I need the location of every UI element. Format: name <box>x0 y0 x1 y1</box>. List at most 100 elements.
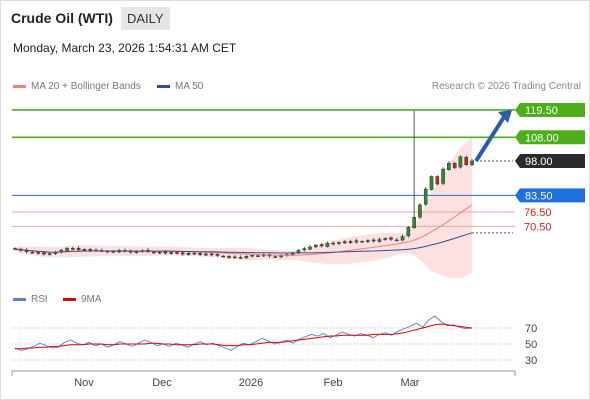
candle-down <box>227 256 231 258</box>
candle <box>348 239 353 244</box>
candle-up <box>441 168 445 184</box>
candle-up <box>157 251 162 254</box>
candle-up <box>447 162 451 170</box>
level-label-text: 108.00 <box>525 132 559 144</box>
x-tick-label-2026: 2026 <box>239 377 263 389</box>
candle-up <box>47 253 52 255</box>
level-label-76.50: 76.50 <box>524 207 552 219</box>
candle-up <box>423 188 428 205</box>
rsi-tick-label-50: 50 <box>525 339 537 351</box>
x-tick-label-Nov: Nov <box>74 377 94 389</box>
candle <box>273 255 278 258</box>
candle-up <box>429 176 434 190</box>
timestamp: Monday, March 23, 2026 1:54:31 AM CET <box>13 41 237 55</box>
candle <box>244 255 249 260</box>
candle-up <box>204 253 208 256</box>
candle-up <box>406 227 411 237</box>
level-label-108.00: 108.00 <box>515 130 585 145</box>
level-label-70.50: 70.50 <box>524 221 552 233</box>
candle-down <box>42 252 46 255</box>
candle <box>302 246 307 252</box>
candle-up <box>354 240 359 243</box>
candle <box>233 255 237 259</box>
candle-down <box>71 248 75 250</box>
instrument-title: Crude Oil (WTI) <box>11 10 113 26</box>
candle-up <box>134 251 139 253</box>
x-tick-label-Dec: Dec <box>152 377 172 389</box>
candle-down <box>180 252 185 255</box>
candle-down <box>331 242 335 245</box>
candle <box>36 251 40 255</box>
candle-down <box>209 253 214 256</box>
legend-bollinger: MA 20 + Bollinger Bands <box>13 81 141 92</box>
candle-up <box>296 250 301 253</box>
candle <box>204 252 208 257</box>
candle <box>238 255 243 259</box>
candle <box>360 240 364 243</box>
bollinger-band-fill <box>15 136 472 278</box>
level-label-83.50: 83.50 <box>515 188 585 203</box>
candle-up <box>325 242 330 247</box>
forecast-arrow <box>474 109 512 163</box>
candle <box>452 162 457 169</box>
rsi-tick-label-70: 70 <box>525 323 537 335</box>
candle <box>175 251 179 255</box>
candle <box>186 251 191 256</box>
legend-swatch-bollinger <box>13 84 26 88</box>
legend-label-ma50: MA 50 <box>175 81 204 92</box>
candle <box>325 241 330 248</box>
legend-9ma: 9MA <box>63 294 102 305</box>
rsi-ma-line <box>15 323 473 350</box>
candle <box>371 238 376 243</box>
candle-down <box>360 241 364 243</box>
candle-up <box>279 255 283 258</box>
forecast-arrow-shaft <box>474 115 506 163</box>
candle-down <box>30 252 35 254</box>
x-tick-label-Feb: Feb <box>324 377 343 389</box>
candle <box>227 255 231 259</box>
candle-up <box>169 252 173 254</box>
candle-up <box>186 252 191 255</box>
candle-up <box>244 255 249 259</box>
candle-down <box>464 157 469 165</box>
candle-down <box>152 251 156 254</box>
candle <box>441 167 445 186</box>
candle-up <box>302 248 307 251</box>
candle-down <box>395 239 399 242</box>
rsi-panel: 70 50 30 <box>12 315 537 367</box>
bollinger-bands <box>15 136 472 278</box>
candle <box>400 234 405 242</box>
candle <box>383 237 388 241</box>
candle-up <box>337 242 341 244</box>
legend-label-rsi: RSI <box>31 294 48 305</box>
legend-label-bollinger: MA 20 + Bollinger Bands <box>31 81 141 92</box>
candle-up <box>65 248 69 251</box>
candle-up <box>314 244 318 248</box>
level-label-text: 70.50 <box>524 221 552 233</box>
level-label-98.00: 98.00 <box>515 154 585 168</box>
timeframe-badge[interactable]: DAILY <box>121 7 170 30</box>
candle-up <box>400 236 405 241</box>
candle-up <box>233 256 237 259</box>
candle-down <box>371 239 376 242</box>
candle <box>342 240 347 244</box>
candle <box>319 243 324 248</box>
level-label-text: 98.00 <box>525 156 553 168</box>
candle-down <box>198 253 202 255</box>
candle <box>65 247 69 252</box>
credit-text: Research © 2026 Trading Central <box>431 81 581 92</box>
legend-rsi: RSI <box>13 294 48 305</box>
candle <box>429 175 434 191</box>
legend-swatch-rsi <box>13 297 26 301</box>
candle-up <box>458 156 463 168</box>
forecast-arrow-head <box>498 109 512 123</box>
candle <box>180 251 185 256</box>
candle <box>377 237 382 243</box>
candle <box>366 239 370 244</box>
level-label-box <box>515 154 585 168</box>
candle-up <box>256 255 260 257</box>
candle-down <box>175 252 179 254</box>
rsi-line <box>14 315 473 351</box>
candle-up <box>366 240 370 242</box>
